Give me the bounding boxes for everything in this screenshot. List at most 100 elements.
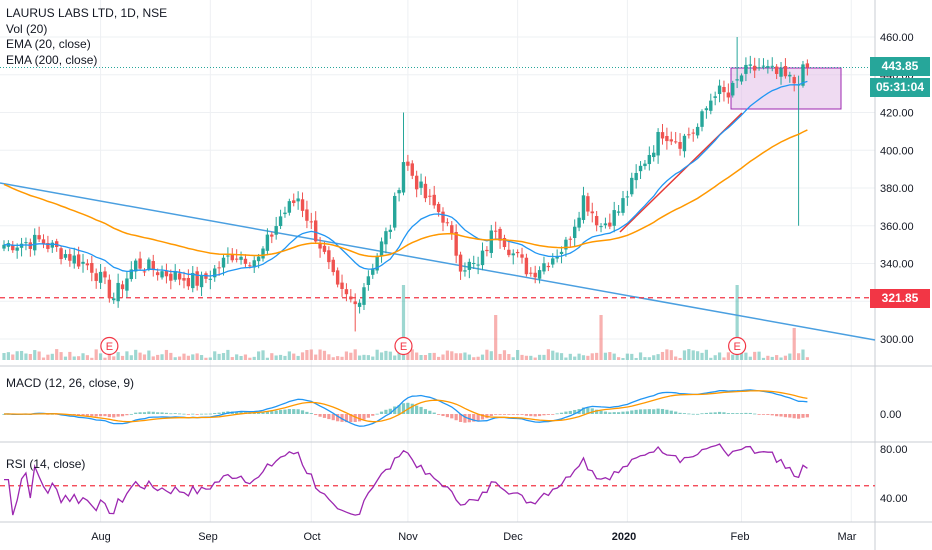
macd-hist-89 (393, 406, 397, 414)
macd-hist-132 (581, 407, 586, 414)
candle-body-28 (125, 278, 129, 291)
macd-hist-159 (700, 413, 704, 415)
volume-bar-94 (415, 352, 419, 360)
volume-bar-22 (98, 353, 103, 360)
volume-bar-9 (41, 357, 46, 360)
volume-bar-170 (748, 356, 752, 360)
candle-body-0 (2, 244, 6, 249)
macd-hist-60 (265, 411, 269, 414)
candle-body-104 (458, 254, 463, 272)
earnings-marker-2[interactable]: E (728, 336, 747, 356)
volume-bar-64 (283, 355, 287, 360)
volume-bar-167 (735, 285, 739, 360)
volume-bar-174 (766, 355, 770, 360)
candle-body-8 (37, 235, 41, 240)
macd-hist-32 (142, 412, 147, 414)
volume-bar-165 (726, 352, 730, 360)
volume-bar-131 (577, 353, 581, 360)
candle-body-25 (112, 298, 116, 301)
macd-hist-35 (156, 412, 160, 414)
candle-body-79 (349, 296, 353, 300)
earnings-marker-0[interactable]: E (100, 336, 119, 356)
volume-bar-168 (739, 349, 744, 360)
earnings-marker-1[interactable]: E (394, 336, 413, 356)
volume-bar-175 (770, 356, 774, 360)
volume-bar-43 (191, 354, 195, 360)
macd-hist-168 (739, 413, 744, 414)
legend-ema20[interactable]: EMA (20, close) (6, 37, 91, 51)
candle-body-152 (669, 139, 673, 142)
volume-bar-24 (107, 354, 111, 360)
macd-hist-20 (90, 414, 94, 417)
macd-hist-180 (792, 414, 796, 419)
macd-hist-147 (647, 409, 651, 414)
candle-body-31 (138, 258, 142, 269)
descending-trendline (0, 182, 876, 341)
candle-body-136 (599, 226, 603, 228)
macd-title[interactable]: MACD (12, 26, close, 9) (6, 376, 135, 390)
macd-hist-25 (112, 414, 116, 418)
candle-body-92 (406, 161, 410, 166)
volume-bar-77 (340, 356, 344, 360)
volume-bar-52 (230, 357, 234, 360)
candle-body-100 (441, 211, 445, 223)
volume-bar-135 (595, 352, 599, 360)
volume-bar-162 (713, 355, 717, 360)
volume-bar-133 (586, 355, 590, 360)
legend-ema200[interactable]: EMA (200, close) (6, 52, 98, 67)
earnings-marker-label: E (106, 341, 113, 353)
volume-bar-148 (652, 355, 656, 360)
volume-bar-61 (270, 353, 274, 360)
volume-bar-56 (248, 357, 252, 360)
volume-bar-59 (261, 350, 265, 360)
candle-body-21 (94, 273, 98, 281)
volume-bar-125 (551, 350, 555, 360)
rsi-pane (0, 443, 875, 516)
volume-bar-38 (169, 352, 173, 360)
macd-hist-47 (208, 413, 212, 415)
candle-body-114 (502, 237, 507, 248)
candle-body-78 (344, 289, 349, 295)
legend-volume[interactable]: Vol (20) (6, 21, 48, 36)
macd-hist-50 (221, 411, 226, 414)
candle-body-52 (230, 254, 234, 261)
chart-title[interactable]: LAURUS LABS LTD, 1D, NSE (6, 6, 168, 20)
volume-bar-180 (792, 328, 796, 360)
time-tick-7: Mar (838, 531, 857, 543)
volume-bar-88 (388, 351, 392, 360)
candle-body-119 (524, 257, 529, 275)
volume-bar-19 (85, 355, 90, 360)
volume-bar-177 (779, 357, 783, 360)
macd-hist-53 (235, 411, 239, 414)
macd-hist-181 (796, 414, 801, 419)
candle-body-69 (305, 209, 309, 221)
candle-body-176 (774, 66, 779, 74)
candle-body-3 (15, 247, 19, 251)
candle-body-82 (362, 287, 366, 305)
macd-hist-31 (138, 412, 142, 414)
volume-bar-17 (77, 356, 81, 360)
candle-body-124 (546, 265, 551, 268)
macd-hist-42 (186, 414, 190, 415)
volume-bar-6 (28, 354, 32, 360)
volume-bar-11 (50, 353, 54, 360)
candle-body-158 (695, 126, 700, 136)
candle-body-27 (120, 284, 125, 290)
macd-hist-133 (586, 407, 590, 414)
macd-hist-160 (704, 412, 708, 414)
volume-bar-68 (300, 352, 305, 360)
volume-bar-143 (630, 353, 634, 360)
volume-bar-132 (581, 355, 586, 360)
time-tick-5: 2020 (612, 531, 636, 543)
candle-body-116 (511, 253, 515, 256)
volume-bar-45 (199, 355, 204, 360)
macd-hist-136 (599, 410, 603, 414)
macd-hist-46 (204, 413, 208, 415)
candle-body-128 (564, 239, 568, 250)
volume-bar-153 (674, 356, 678, 360)
candle-body-23 (103, 271, 107, 278)
candle-body-13 (59, 248, 63, 260)
rsi-title[interactable]: RSI (14, close) (6, 457, 86, 471)
